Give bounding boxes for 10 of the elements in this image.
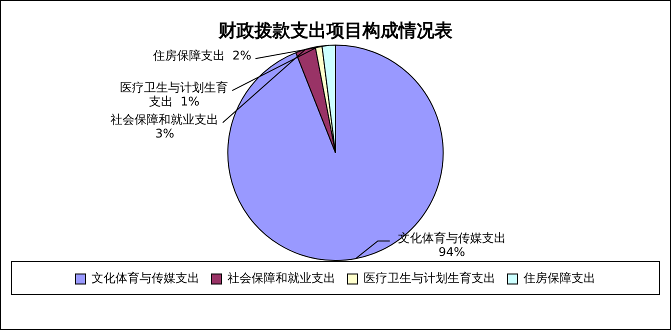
- legend-label: 文化体育与传媒支出: [92, 271, 200, 286]
- category-label: 医疗卫生与计划生育支出 1%: [120, 80, 228, 109]
- legend-label: 社会保障和就业支出: [228, 271, 336, 286]
- data-label: 94%: [438, 245, 466, 260]
- data-label: 3%: [155, 126, 174, 141]
- slice-label: 社会保障和就业支出: [110, 112, 219, 127]
- category-label: 住房保障支出 2%: [152, 48, 252, 63]
- legend-label: 住房保障支出: [522, 271, 596, 286]
- legend-label: 医疗卫生与计划生育支出: [364, 271, 496, 286]
- chart-title: 财政拨款支出项目构成情况表: [218, 20, 452, 42]
